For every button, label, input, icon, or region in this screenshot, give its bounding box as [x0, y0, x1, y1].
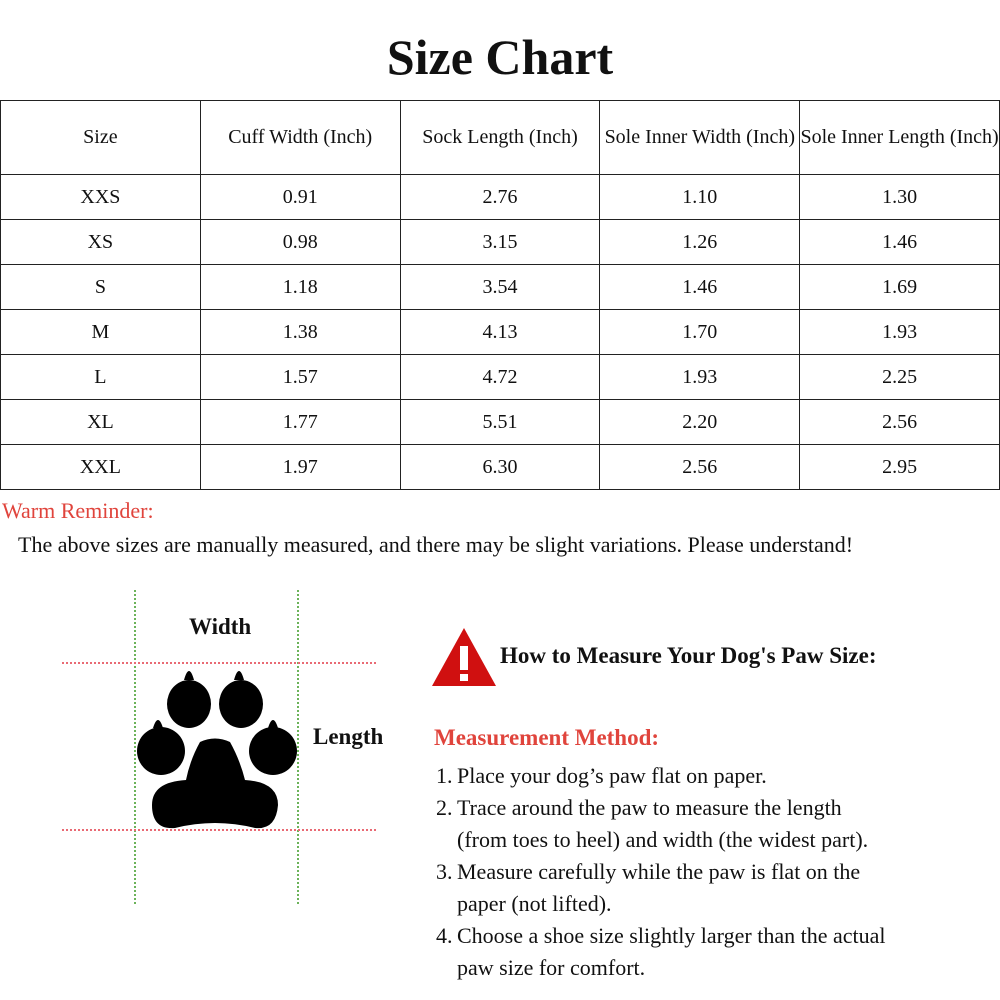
- column-header: Cuff Width (Inch): [199, 100, 401, 175]
- table-cell: 1.18: [199, 264, 401, 310]
- table-cell: 0.98: [199, 219, 401, 265]
- measurement-method-label: Measurement Method:: [434, 725, 660, 750]
- table-cell: 3.15: [399, 219, 601, 265]
- table-header-row: Size Cuff Width (Inch) Sock Length (Inch) S…: [0, 100, 1000, 175]
- table-cell: 2.76: [399, 174, 601, 220]
- table-cell: 1.93: [599, 354, 801, 400]
- table-cell: 4.72: [399, 354, 601, 400]
- table-cell: 2.56: [599, 444, 801, 490]
- table-cell: 1.30: [799, 174, 1000, 220]
- table-cell: XXL: [0, 444, 201, 490]
- step-item: 3. Measure carefully while the paw is fla…: [436, 856, 885, 920]
- table-cell: 2.20: [599, 399, 801, 445]
- table-cell: 2.95: [799, 444, 1000, 490]
- table-cell: 1.69: [799, 264, 1000, 310]
- length-guide-lines: [62, 662, 378, 831]
- step-text: (from toes to heel) and width (the wides…: [457, 827, 869, 852]
- width-label: Width: [189, 614, 252, 639]
- table-cell: 6.30: [399, 444, 601, 490]
- size-chart-table: Size Cuff Width (Inch) Sock Length (Inch) S…: [0, 100, 1000, 490]
- column-header: Size: [0, 100, 201, 175]
- column-header: Sole Inner Width (Inch): [599, 100, 801, 175]
- column-header: Sole Inner Length (Inch): [799, 100, 1000, 175]
- table-cell: 1.10: [599, 174, 801, 220]
- table-cell: 5.51: [399, 399, 601, 445]
- table-cell: 1.97: [199, 444, 401, 490]
- step-number: 2.: [436, 795, 453, 820]
- table-cell: 1.57: [199, 354, 401, 400]
- measurement-steps: 1. Place your dog’s paw flat on paper. 2. T…: [436, 760, 885, 984]
- length-label: Length: [313, 724, 384, 749]
- table-cell: XS: [0, 219, 201, 265]
- width-guide-lines: [134, 590, 299, 905]
- warm-reminder-text: The above sizes are manually measured, a…: [18, 532, 854, 557]
- step-text: Place your dog’s paw flat on paper.: [457, 763, 767, 788]
- step-text: Measure carefully while the paw is flat …: [457, 859, 861, 884]
- table-row: M 1.38 4.13 1.70 1.93: [0, 309, 1000, 355]
- table-cell: 1.26: [599, 219, 801, 265]
- warning-triangle-icon: [432, 628, 496, 686]
- step-item: 4. Choose a shoe size slightly larger tha…: [436, 920, 885, 984]
- table-row: XXS 0.91 2.76 1.10 1.30: [0, 174, 1000, 220]
- table-cell: 1.77: [199, 399, 401, 445]
- step-item: 1. Place your dog’s paw flat on paper.: [436, 760, 885, 792]
- table-cell: XXS: [0, 174, 201, 220]
- table-cell: 2.56: [799, 399, 1000, 445]
- step-number: 1.: [436, 763, 453, 788]
- table-cell: 2.25: [799, 354, 1000, 400]
- step-number: 4.: [436, 923, 453, 948]
- page-title: Size Chart: [386, 29, 614, 85]
- table-cell: S: [0, 264, 201, 310]
- table-row: L 1.57 4.72 1.93 2.25: [0, 354, 1000, 400]
- table-row: XL 1.77 5.51 2.20 2.56: [0, 399, 1000, 445]
- step-text: paw size for comfort.: [457, 955, 646, 980]
- guide-heading: How to Measure Your Dog's Paw Size:: [500, 643, 877, 668]
- table-cell: L: [0, 354, 201, 400]
- table-cell: 4.13: [399, 309, 601, 355]
- table-cell: 0.91: [199, 174, 401, 220]
- step-number: 3.: [436, 859, 453, 884]
- table-cell: 1.46: [599, 264, 801, 310]
- table-row: S 1.18 3.54 1.46 1.69: [0, 264, 1000, 310]
- table-row: XS 0.98 3.15 1.26 1.46: [0, 219, 1000, 265]
- table-cell: XL: [0, 399, 201, 445]
- table-cell: 3.54: [399, 264, 601, 310]
- step-text: Choose a shoe size slightly larger than …: [457, 923, 886, 948]
- warm-reminder-label: Warm Reminder:: [2, 498, 154, 523]
- column-header: Sock Length (Inch): [399, 100, 601, 175]
- table-row: XXL 1.97 6.30 2.56 2.95: [0, 444, 1000, 490]
- paw-icon: [137, 671, 297, 829]
- step-item: 2. Trace around the paw to measure the le…: [436, 792, 885, 856]
- table-cell: M: [0, 309, 201, 355]
- step-text: paper (not lifted).: [457, 891, 612, 916]
- paw-measurement-diagram: [62, 590, 378, 905]
- table-cell: 1.46: [799, 219, 1000, 265]
- table-cell: 1.70: [599, 309, 801, 355]
- table-cell: 1.93: [799, 309, 1000, 355]
- table-cell: 1.38: [199, 309, 401, 355]
- step-text: Trace around the paw to measure the leng…: [457, 795, 842, 820]
